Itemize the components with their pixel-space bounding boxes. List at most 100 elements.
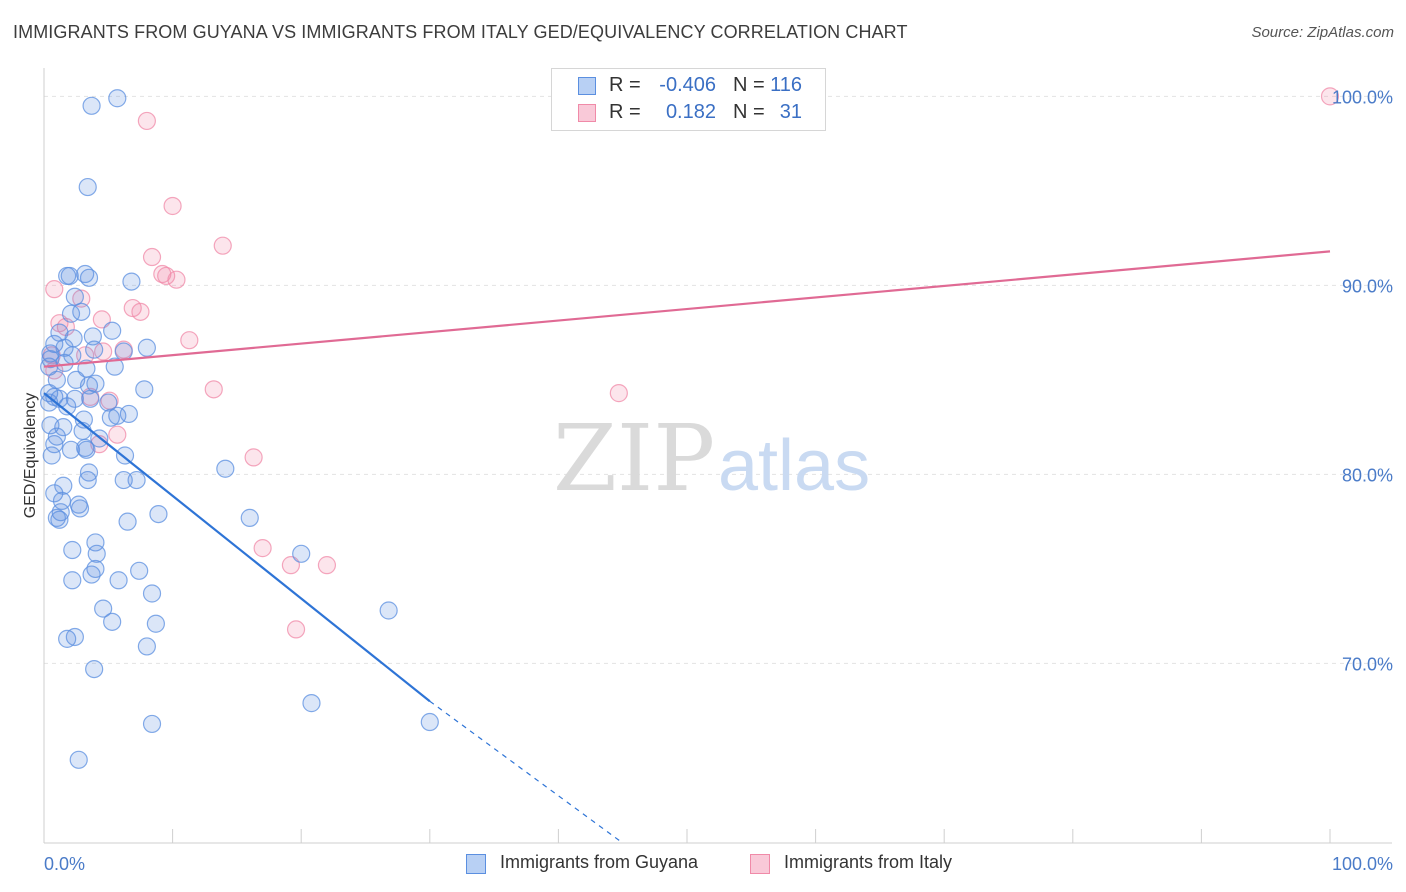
guyana-point	[81, 389, 100, 408]
y-tick-label: 100.0%	[1332, 87, 1393, 107]
guyana-point	[292, 544, 311, 563]
italy-point	[1320, 87, 1340, 106]
legend-r-label: R =	[609, 74, 641, 96]
guyana-point	[118, 512, 137, 531]
guyana-point	[79, 463, 99, 482]
guyana-point	[108, 89, 127, 108]
guyana-point	[302, 694, 321, 713]
guyana-point	[135, 380, 154, 399]
guyana-point	[137, 637, 156, 656]
italy-point	[94, 342, 113, 361]
guyana-point	[77, 440, 96, 459]
guyana-point	[103, 321, 122, 340]
guyana-point	[137, 338, 156, 357]
guyana-point	[87, 544, 106, 563]
italy-point	[213, 236, 232, 255]
legend-n-value: 31	[779, 101, 802, 123]
guyana-point	[63, 571, 82, 590]
italy-point	[131, 302, 150, 321]
guyana-points	[40, 89, 439, 769]
guyana-point	[142, 714, 162, 734]
guyana-point	[99, 393, 118, 412]
guyana-point	[85, 340, 104, 359]
guyana-trendline	[43, 392, 431, 703]
italy-point	[108, 425, 127, 444]
guyana-point	[119, 404, 138, 424]
guyana-point	[41, 349, 60, 369]
guyana-point	[142, 584, 162, 603]
guyana-point	[69, 750, 88, 769]
guyana-point	[109, 571, 128, 590]
legend-r-value: -0.406	[659, 74, 716, 96]
italy-point	[204, 380, 223, 399]
guyana-point	[103, 612, 122, 631]
italy-point	[281, 556, 301, 575]
guyana-point	[83, 327, 102, 346]
guyana-point	[85, 659, 104, 679]
guyana-legend-label: Immigrants from Guyana	[500, 852, 699, 872]
italy-point	[72, 289, 91, 308]
guyana-point	[45, 435, 64, 454]
legend-n-value: 116	[770, 74, 802, 96]
guyana-point	[63, 540, 82, 560]
guyana-point	[60, 266, 79, 286]
axes	[43, 68, 1392, 844]
guyana-point	[58, 397, 77, 416]
chart-title: IMMIGRANTS FROM GUYANA VS IMMIGRANTS FRO…	[13, 22, 908, 42]
guyana-trendline-extension	[429, 700, 624, 844]
guyana-point	[78, 470, 97, 490]
guyana-point	[149, 504, 168, 524]
guyana-point	[94, 599, 113, 618]
italy-points	[42, 87, 1340, 639]
italy-legend-label: Immigrants from Italy	[784, 852, 953, 872]
y-tick-label: 80.0%	[1342, 465, 1393, 485]
guyana-point	[114, 342, 133, 361]
x-tick-label: 100.0%	[1332, 854, 1393, 874]
italy-point	[286, 620, 306, 639]
italy-point	[137, 111, 156, 131]
correlation-legend: R = -0.406 N = 116 R = 0.182 N = 31	[551, 68, 826, 131]
italy-point	[163, 196, 182, 216]
guyana-point	[420, 712, 439, 732]
guyana-point	[78, 177, 97, 197]
italy-legend-swatch	[750, 854, 770, 874]
guyana-point	[55, 353, 74, 372]
guyana-point	[40, 393, 59, 412]
guyana-point	[54, 418, 73, 437]
axis-labels: 70.0% 80.0% 90.0% 100.0% 0.0% 100.0% GED/Equiv…	[22, 87, 1393, 874]
y-axis-label: GED/Equivalency	[22, 393, 39, 518]
italy-point	[92, 310, 111, 329]
guyana-point	[82, 96, 101, 115]
legend-r-label: R =	[609, 101, 641, 123]
guyana-point	[65, 389, 84, 408]
guyana-point	[41, 344, 60, 363]
guyana-point	[127, 470, 146, 490]
italy-point	[253, 539, 272, 558]
source-label: Source: ZipAtlas.com	[1251, 24, 1394, 41]
guyana-point	[240, 508, 259, 527]
y-tick-label: 90.0%	[1342, 276, 1393, 296]
guyana-point	[61, 304, 81, 323]
guyana-point	[130, 561, 149, 580]
italy-point	[180, 331, 199, 350]
guyana-point	[76, 264, 95, 284]
guyana-point	[105, 357, 124, 376]
italy-point	[142, 247, 162, 267]
guyana-legend-swatch	[466, 854, 486, 874]
legend-n-label: N =	[733, 101, 765, 123]
guyana-point	[47, 508, 66, 527]
guyana-point	[79, 376, 99, 395]
guyana-point	[146, 614, 165, 633]
guyana-point	[65, 627, 84, 647]
guyana-point	[70, 499, 90, 518]
guyana-point	[216, 459, 235, 478]
guyana-point	[115, 446, 135, 465]
guyana-point	[82, 565, 101, 584]
guyana-point	[45, 484, 64, 503]
trendlines	[43, 250, 1331, 844]
italy-trendline	[43, 250, 1331, 368]
guyana-point	[122, 272, 141, 291]
watermark-atlas: atlas	[718, 426, 870, 506]
italy-point	[317, 556, 337, 575]
